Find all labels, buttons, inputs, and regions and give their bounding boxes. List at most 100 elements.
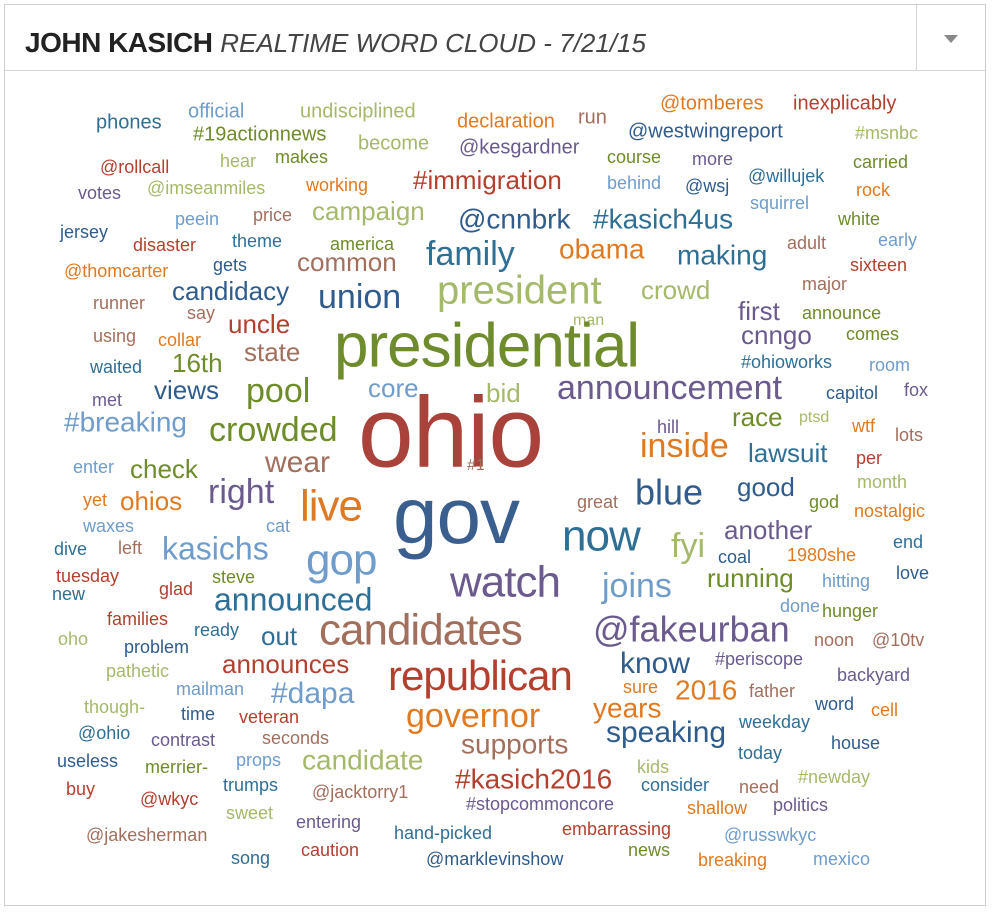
title: JOHN KASICH xyxy=(25,27,213,58)
word: views xyxy=(154,375,219,405)
word: new xyxy=(52,584,86,604)
word: coal xyxy=(718,547,751,567)
word: ohios xyxy=(120,486,182,516)
word: month xyxy=(857,472,907,492)
word: theme xyxy=(232,231,282,251)
word: early xyxy=(878,230,917,250)
word: obama xyxy=(559,233,645,264)
word: @10tv xyxy=(872,630,924,650)
word: @wkyc xyxy=(140,789,198,809)
word: left xyxy=(118,538,142,558)
word: consider xyxy=(641,775,709,795)
word: run xyxy=(578,106,607,128)
word: working xyxy=(305,175,368,195)
word: #immigration xyxy=(413,165,562,195)
word: @jakesherman xyxy=(86,825,207,845)
word: 2016 xyxy=(675,674,737,705)
word: steve xyxy=(212,567,255,587)
word: waited xyxy=(89,357,142,377)
word: done xyxy=(780,596,820,616)
word: sure xyxy=(623,677,658,697)
word: supports xyxy=(461,728,568,759)
word: pathetic xyxy=(106,661,169,681)
word: uncle xyxy=(228,309,290,339)
word: kasichs xyxy=(162,530,269,566)
word: hear xyxy=(220,151,256,171)
word: speaking xyxy=(606,716,726,749)
word: #1 xyxy=(467,457,485,474)
word: 16th xyxy=(172,348,223,378)
word: pool xyxy=(246,372,310,410)
widget-header: JOHN KASICH REALTIME WORD CLOUD - 7/21/1… xyxy=(5,5,985,71)
word: runner xyxy=(93,293,145,313)
word: god xyxy=(809,492,839,512)
word: peein xyxy=(175,209,219,229)
word: capitol xyxy=(826,383,878,403)
word: first xyxy=(738,296,781,326)
word: #ohioworks xyxy=(741,352,832,372)
word: adult xyxy=(787,233,826,253)
word: using xyxy=(93,326,136,346)
word: america xyxy=(330,234,395,254)
word: know xyxy=(620,647,690,680)
word: @tomberes xyxy=(660,92,764,114)
word: say xyxy=(187,303,215,323)
word: word xyxy=(814,694,854,714)
word: makes xyxy=(275,147,328,167)
word: tuesday xyxy=(56,566,119,586)
word: watch xyxy=(449,558,560,607)
dropdown-arrow[interactable] xyxy=(944,35,958,43)
word: father xyxy=(749,681,795,701)
word: crowded xyxy=(209,411,338,449)
word: gets xyxy=(213,255,247,275)
word: #msnbc xyxy=(855,123,918,143)
word: union xyxy=(318,278,401,316)
word: met xyxy=(92,390,122,410)
word: price xyxy=(253,205,292,225)
word: governor xyxy=(406,697,540,735)
word: contrast xyxy=(151,730,215,750)
word: #breaking xyxy=(64,406,187,437)
word: cell xyxy=(871,700,898,720)
word: #kasich4us xyxy=(593,203,733,234)
word: behind xyxy=(607,173,661,193)
word: core xyxy=(368,373,419,403)
word: @thomcarter xyxy=(64,261,168,281)
word: ready xyxy=(194,620,239,640)
word: gov xyxy=(393,471,520,560)
word: dive xyxy=(54,539,87,559)
word: announcement xyxy=(557,369,783,407)
word: #dapa xyxy=(271,677,355,710)
word: making xyxy=(677,239,767,270)
word: hand-picked xyxy=(394,823,492,843)
word: right xyxy=(208,473,275,511)
word: inside xyxy=(640,427,729,465)
word: nostalgic xyxy=(854,501,925,521)
header-title: JOHN KASICH REALTIME WORD CLOUD - 7/21/1… xyxy=(25,27,646,59)
word: candidate xyxy=(302,744,423,775)
word: candidacy xyxy=(172,276,289,306)
word: end xyxy=(893,532,923,552)
word: gop xyxy=(306,536,376,585)
word: @jacktorry1 xyxy=(312,782,408,802)
word: #stopcommoncore xyxy=(466,794,614,814)
word: #periscope xyxy=(715,649,803,669)
word: families xyxy=(107,609,168,629)
word: @westwingreport xyxy=(628,120,783,142)
menu-button[interactable] xyxy=(916,5,985,70)
word: veteran xyxy=(239,707,299,727)
word: presidential xyxy=(334,311,639,380)
word: fyi xyxy=(671,527,705,565)
word: hitting xyxy=(822,571,870,591)
word: trumps xyxy=(223,775,278,795)
word: announces xyxy=(222,649,349,679)
word: props xyxy=(236,750,281,770)
word: squirrel xyxy=(750,193,809,213)
word: shallow xyxy=(687,798,748,818)
word: votes xyxy=(78,183,121,203)
word: problem xyxy=(124,637,189,657)
word: rock xyxy=(856,180,891,200)
word: good xyxy=(737,472,795,502)
word: song xyxy=(231,848,270,868)
word: caution xyxy=(301,840,359,860)
